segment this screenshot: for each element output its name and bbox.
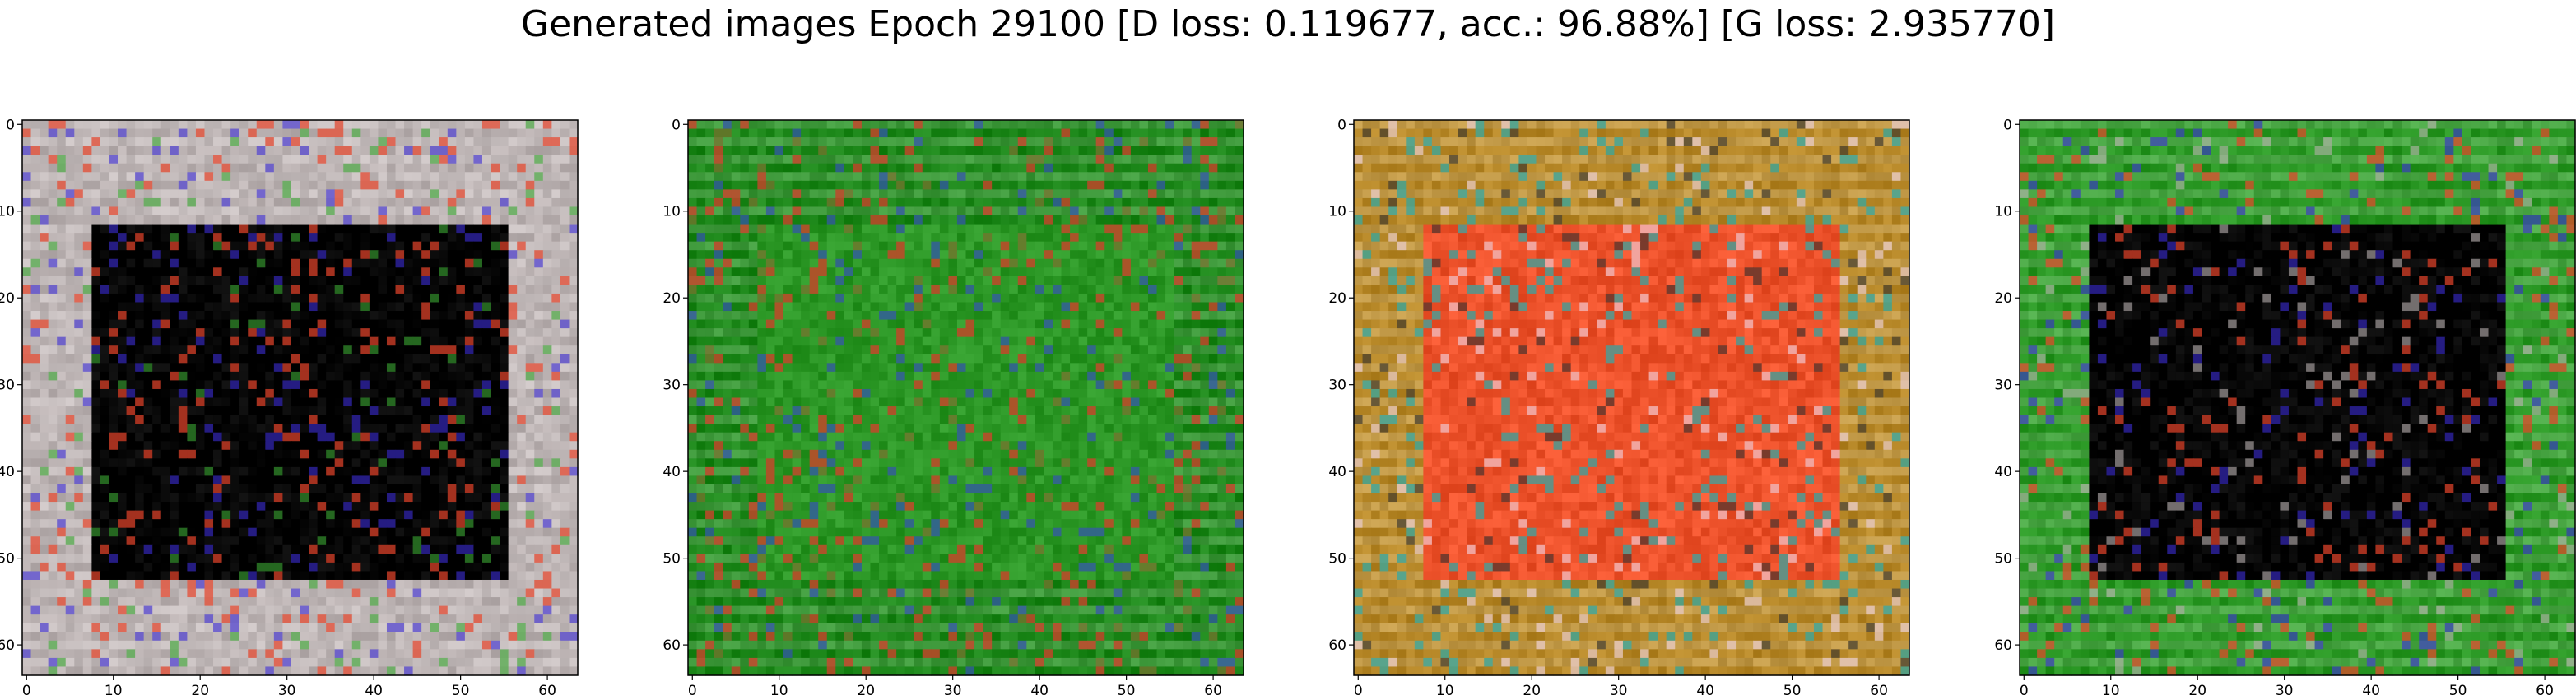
y-tick-label: 10	[1328, 204, 1346, 220]
y-tick-label: 20	[1994, 290, 2012, 307]
generated-image	[1354, 120, 1910, 676]
x-tick-label: 20	[857, 683, 875, 695]
y-tick-label: 20	[663, 290, 681, 307]
generated-image	[2020, 120, 2576, 676]
x-tick-label: 0	[688, 683, 697, 695]
x-tick-label: 40	[365, 683, 383, 695]
x-tick-label: 20	[1523, 683, 1541, 695]
y-tick-label: 30	[663, 378, 681, 394]
y-tick-label: 0	[1337, 117, 1346, 133]
y-tick-label: 50	[1328, 551, 1346, 568]
y-tick-label: 0	[672, 117, 681, 133]
x-tick-label: 0	[22, 683, 31, 695]
x-tick-label: 40	[1696, 683, 1714, 695]
y-tick-label: 10	[663, 204, 681, 220]
x-tick-label: 50	[2449, 683, 2467, 695]
image-panel-2: 0 10 20 30 40 50 60 0 10 20 30 40 50 60	[663, 117, 1244, 695]
axes-frame	[2019, 119, 2576, 676]
y-tick-label: 10	[0, 204, 15, 220]
axes-frame	[21, 119, 579, 676]
x-tick-label: 60	[1204, 683, 1222, 695]
x-tick-label: 10	[1436, 683, 1454, 695]
x-tick-label: 30	[944, 683, 962, 695]
x-tick-label: 20	[2188, 683, 2206, 695]
y-tick-label: 10	[1994, 204, 2012, 220]
y-tick-label: 50	[0, 551, 15, 568]
y-tick-label: 40	[663, 464, 681, 480]
x-tick-label: 60	[1870, 683, 1888, 695]
x-tick-label: 0	[2020, 683, 2029, 695]
y-tick-label: 30	[0, 378, 15, 394]
y-tick-label: 40	[1328, 464, 1346, 480]
x-tick-label: 50	[452, 683, 470, 695]
y-tick-label: 60	[1994, 637, 2012, 654]
y-tick-label: 0	[2003, 117, 2012, 133]
y-tick-label: 60	[1328, 637, 1346, 654]
y-tick-label: 50	[663, 551, 681, 568]
image-panel-3: 0 10 20 30 40 50 60 0 10 20 30 40 50 60	[1328, 117, 1910, 695]
x-tick-label: 30	[2276, 683, 2294, 695]
y-tick-label: 0	[6, 117, 15, 133]
x-tick-label: 20	[191, 683, 209, 695]
x-tick-label: 60	[2536, 683, 2554, 695]
y-tick-label: 60	[0, 637, 15, 654]
y-tick-label: 30	[1994, 378, 2012, 394]
x-tick-label: 10	[105, 683, 123, 695]
generated-image	[22, 120, 579, 676]
y-tick-label: 50	[1994, 551, 2012, 568]
x-tick-label: 40	[2362, 683, 2380, 695]
y-tick-label: 20	[0, 290, 15, 307]
x-tick-label: 50	[1783, 683, 1802, 695]
x-tick-label: 30	[278, 683, 296, 695]
y-tick-label: 40	[1994, 464, 2012, 480]
x-tick-label: 10	[2102, 683, 2120, 695]
x-tick-label: 60	[538, 683, 556, 695]
image-panel-1: 0 10 20 30 40 50 60 0 10 20 30 40 50 60	[0, 117, 579, 695]
axes-frame	[1353, 119, 1910, 676]
axes-frame	[687, 119, 1244, 676]
generated-image	[688, 120, 1244, 676]
figure-title: Generated images Epoch 29100 [D loss: 0.…	[520, 3, 2056, 45]
x-tick-label: 10	[770, 683, 788, 695]
y-tick-label: 30	[1328, 378, 1346, 394]
x-tick-label: 50	[1118, 683, 1136, 695]
y-tick-label: 20	[1328, 290, 1346, 307]
image-panel-4: 0 10 20 30 40 50 60 0 10 20 30 40 50 60	[1994, 117, 2576, 695]
x-tick-label: 30	[1610, 683, 1628, 695]
x-tick-label: 0	[1354, 683, 1363, 695]
y-tick-label: 40	[0, 464, 15, 480]
x-tick-label: 40	[1030, 683, 1049, 695]
y-tick-label: 60	[663, 637, 681, 654]
